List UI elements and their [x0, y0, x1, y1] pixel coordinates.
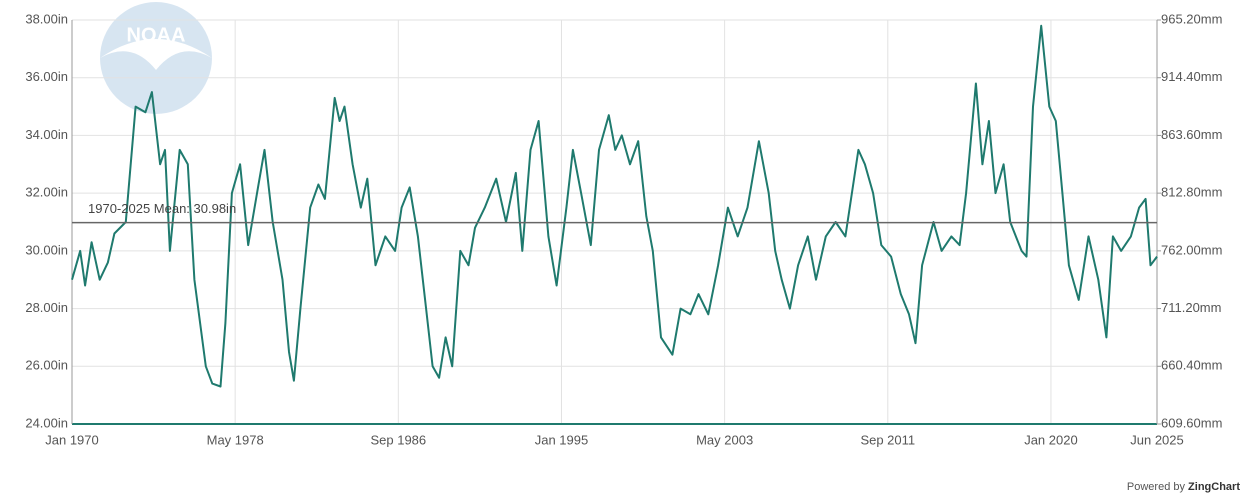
x-tick-label: Jan 1970	[45, 432, 99, 447]
y2-tick-label: 762.00mm	[1161, 242, 1222, 257]
y2-tick-label: 812.80mm	[1161, 185, 1222, 200]
footer-brand: ZingChart	[1188, 481, 1240, 493]
y-tick-label: 36.00in	[25, 69, 68, 84]
y2-tick-label: 965.20mm	[1161, 11, 1222, 26]
mean-label: 1970-2025 Mean: 30.98in	[88, 201, 236, 216]
x-tick-label: Jan 1995	[535, 432, 589, 447]
y-tick-label: 24.00in	[25, 415, 68, 430]
x-tick-label: Sep 2011	[860, 432, 915, 447]
y2-tick-label: 863.60mm	[1161, 127, 1222, 142]
y-tick-label: 34.00in	[25, 127, 68, 142]
y2-tick-label: 660.40mm	[1161, 358, 1222, 373]
y2-tick-label: 609.60mm	[1161, 415, 1222, 430]
y-tick-label: 38.00in	[25, 11, 68, 26]
y-tick-label: 28.00in	[25, 300, 68, 315]
logo-text: NOAA	[127, 24, 186, 46]
x-tick-label: Jan 2020	[1024, 432, 1078, 447]
footer: Powered by ZingChart	[1127, 481, 1240, 493]
x-tick-label: May 2003	[696, 432, 753, 447]
noaa-logo: NOAA	[100, 2, 212, 114]
y-tick-label: 32.00in	[25, 185, 68, 200]
x-tick-label: Jun 2025	[1130, 432, 1184, 447]
y2-tick-label: 914.40mm	[1161, 69, 1222, 84]
y2-tick-label: 711.20mm	[1161, 300, 1221, 315]
data-line	[71, 24, 1158, 388]
footer-prefix: Powered by	[1127, 481, 1186, 493]
x-tick-label: Sep 1986	[370, 432, 426, 447]
x-tick-label: May 1978	[207, 432, 264, 447]
y-tick-label: 26.00in	[25, 358, 68, 373]
y-tick-label: 30.00in	[25, 242, 68, 257]
